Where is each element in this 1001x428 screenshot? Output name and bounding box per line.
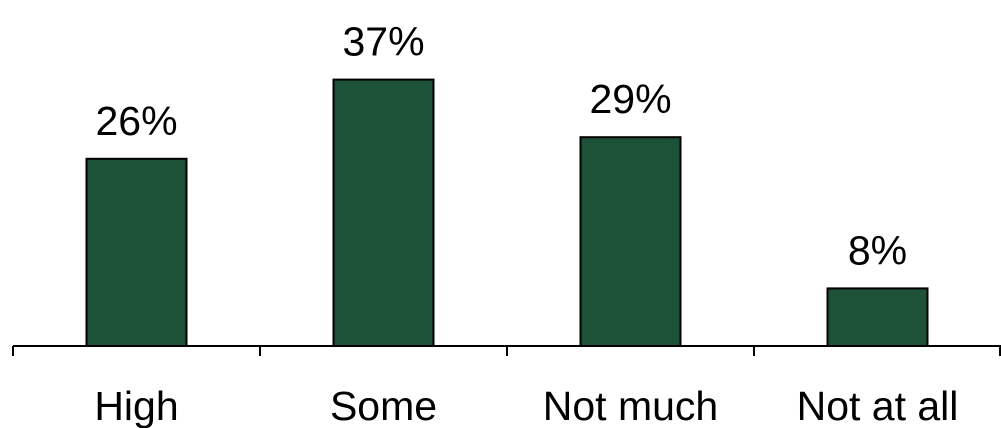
data-label: 29% — [589, 76, 671, 122]
bar — [332, 78, 435, 347]
x-tick-label: Not at all — [797, 383, 959, 428]
tick-labels-group: High Some Not much Not at all — [94, 383, 958, 428]
x-tick-label: Not much — [543, 383, 718, 428]
bar — [826, 287, 929, 347]
bar — [579, 136, 682, 347]
x-axis — [12, 345, 1001, 356]
data-label: 37% — [342, 19, 424, 65]
data-label: 26% — [95, 98, 177, 144]
x-tick-label: High — [94, 383, 178, 428]
bar — [85, 157, 188, 347]
data-label: 8% — [848, 227, 907, 273]
bars-group — [85, 78, 929, 347]
x-tick-label: Some — [330, 383, 437, 428]
data-labels-group: 26% 37% 29% 8% — [95, 19, 907, 274]
